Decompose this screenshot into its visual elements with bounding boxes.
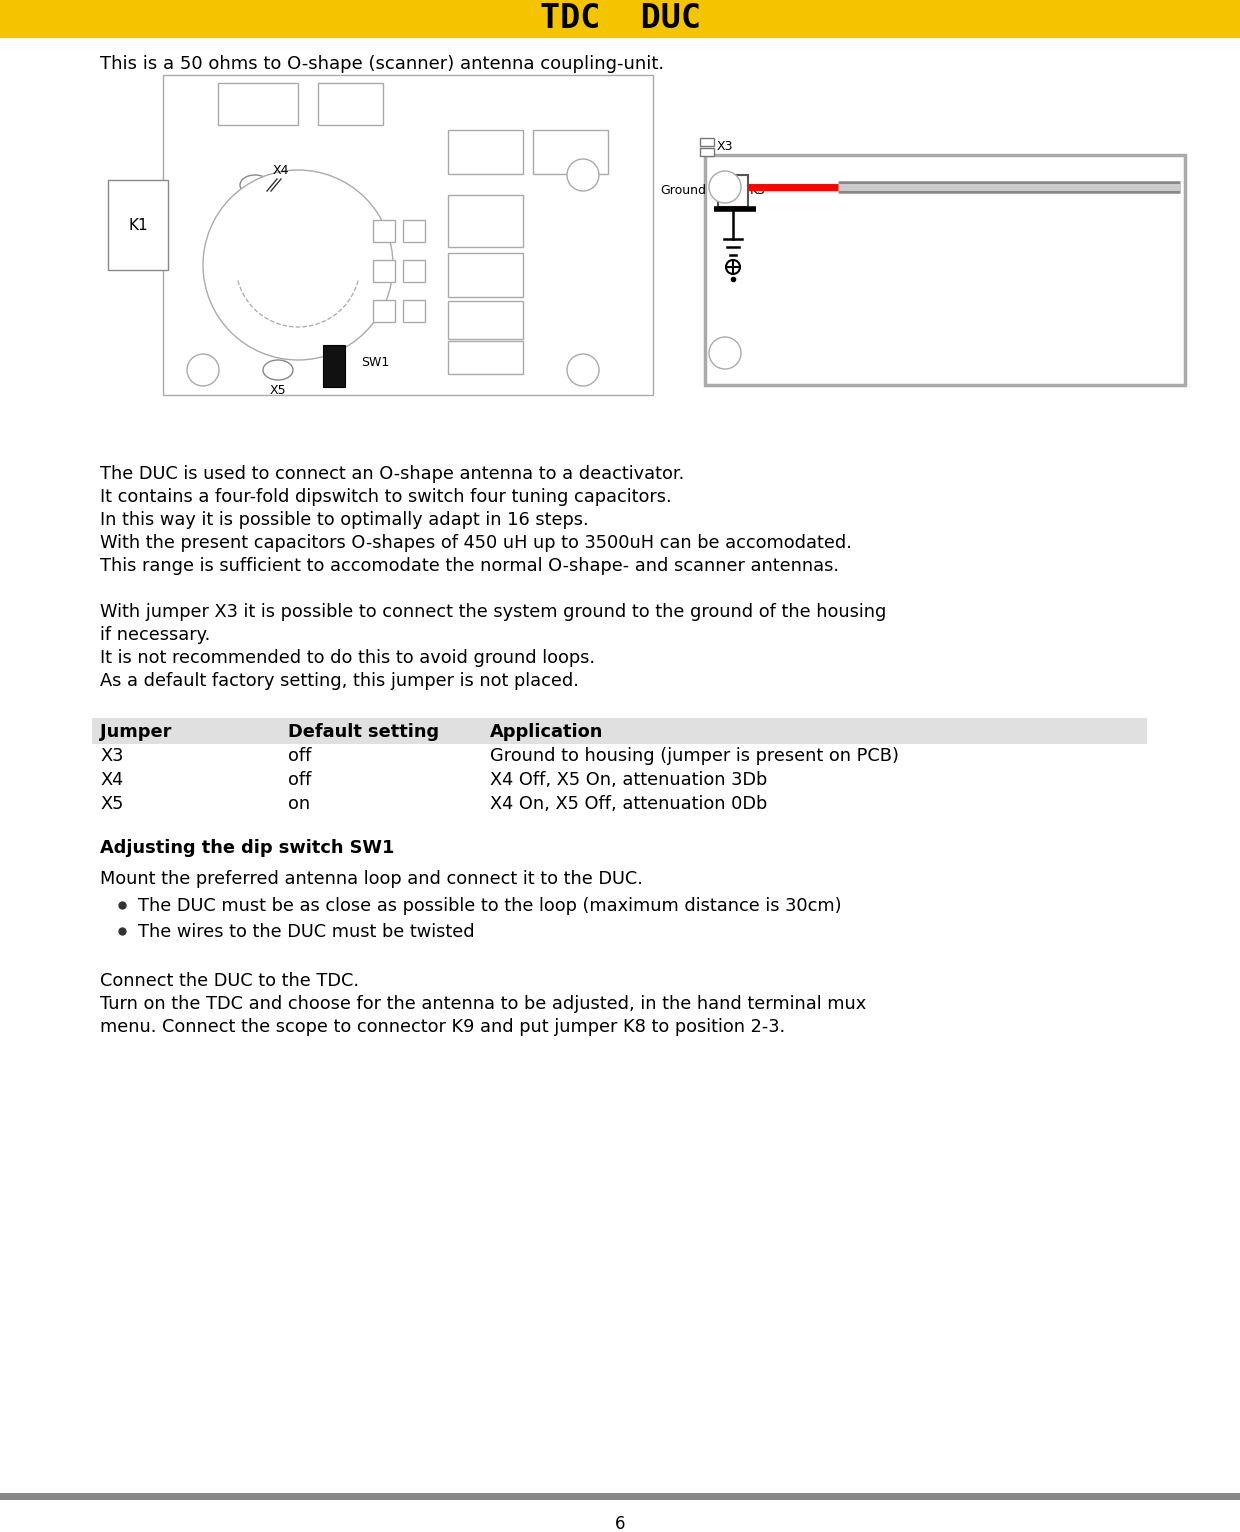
Bar — [448, 342, 523, 374]
Text: Ground to housing (jumper is present on PCB): Ground to housing (jumper is present on … — [490, 748, 899, 764]
Text: Default setting: Default setting — [288, 723, 439, 741]
Bar — [92, 719, 1147, 745]
Bar — [706, 155, 1185, 385]
Ellipse shape — [241, 175, 270, 195]
Bar — [403, 260, 425, 282]
Text: Jumper: Jumper — [100, 723, 171, 741]
Text: X3: X3 — [717, 139, 734, 153]
Text: It contains a four-fold dipswitch to switch four tuning capacitors.: It contains a four-fold dipswitch to swi… — [100, 489, 672, 506]
Text: Adjusting the dip switch SW1: Adjusting the dip switch SW1 — [100, 840, 394, 856]
Text: With jumper X3 it is possible to connect the system ground to the ground of the : With jumper X3 it is possible to connect… — [100, 604, 887, 620]
Bar — [448, 130, 523, 175]
Text: Turn on the TDC and choose for the antenna to be adjusted, in the hand terminal : Turn on the TDC and choose for the anten… — [100, 994, 867, 1013]
Bar — [317, 83, 383, 126]
Text: K3: K3 — [750, 184, 766, 198]
Text: menu. Connect the scope to connector K9 and put jumper K8 to position 2-3.: menu. Connect the scope to connector K9 … — [100, 1017, 785, 1036]
Text: X4: X4 — [273, 164, 289, 178]
Text: X4: X4 — [100, 771, 123, 789]
Text: K1: K1 — [128, 218, 148, 233]
Circle shape — [187, 354, 219, 386]
Text: TDC  DUC: TDC DUC — [539, 3, 701, 35]
Bar — [403, 300, 425, 322]
Text: X4 On, X5 Off, attenuation 0Db: X4 On, X5 Off, attenuation 0Db — [490, 795, 768, 813]
Circle shape — [709, 337, 742, 369]
Bar — [448, 253, 523, 297]
Text: SW1: SW1 — [361, 357, 389, 369]
Text: on: on — [288, 795, 310, 813]
Text: The DUC must be as close as possible to the loop (maximum distance is 30cm): The DUC must be as close as possible to … — [138, 898, 842, 915]
Text: Connect the DUC to the TDC.: Connect the DUC to the TDC. — [100, 971, 360, 990]
Text: The DUC is used to connect an O-shape antenna to a deactivator.: The DUC is used to connect an O-shape an… — [100, 466, 684, 483]
Text: As a default factory setting, this jumper is not placed.: As a default factory setting, this jumpe… — [100, 673, 579, 689]
Text: X5: X5 — [269, 383, 286, 397]
Text: 6: 6 — [615, 1515, 625, 1532]
Text: This range is sufficient to accomodate the normal O-shape- and scanner antennas.: This range is sufficient to accomodate t… — [100, 558, 839, 574]
Circle shape — [567, 354, 599, 386]
Bar — [373, 221, 396, 242]
Bar — [162, 75, 653, 395]
Text: X3: X3 — [100, 748, 123, 764]
Text: X4 Off, X5 On, attenuation 3Db: X4 Off, X5 On, attenuation 3Db — [490, 771, 768, 789]
Text: Mount the preferred antenna loop and connect it to the DUC.: Mount the preferred antenna loop and con… — [100, 870, 642, 889]
Text: if necessary.: if necessary. — [100, 627, 211, 643]
Bar — [0, 0, 1240, 38]
Circle shape — [725, 260, 740, 274]
Text: Ground: Ground — [660, 184, 706, 198]
Text: With the present capacitors O-shapes of 450 uH up to 3500uH can be accomodated.: With the present capacitors O-shapes of … — [100, 535, 852, 552]
Circle shape — [203, 170, 393, 360]
Bar — [701, 138, 714, 146]
Bar — [448, 195, 523, 247]
Bar — [322, 345, 345, 388]
Bar — [0, 1494, 1240, 1500]
Bar — [373, 300, 396, 322]
Text: off: off — [288, 771, 311, 789]
Bar — [533, 130, 608, 175]
Bar — [218, 83, 298, 126]
Text: The wires to the DUC must be twisted: The wires to the DUC must be twisted — [138, 922, 475, 941]
Text: This is a 50 ohms to O-shape (scanner) antenna coupling-unit.: This is a 50 ohms to O-shape (scanner) a… — [100, 55, 665, 74]
Bar — [403, 221, 425, 242]
Circle shape — [709, 172, 742, 204]
Bar — [718, 175, 748, 207]
Text: Application: Application — [490, 723, 604, 741]
Bar — [373, 260, 396, 282]
Ellipse shape — [263, 360, 293, 380]
Text: off: off — [288, 748, 311, 764]
Bar — [701, 149, 714, 156]
Text: It is not recommended to do this to avoid ground loops.: It is not recommended to do this to avoi… — [100, 650, 595, 666]
Bar — [108, 179, 167, 270]
Bar — [448, 300, 523, 339]
Text: In this way it is possible to optimally adapt in 16 steps.: In this way it is possible to optimally … — [100, 512, 589, 529]
Text: X5: X5 — [100, 795, 123, 813]
Circle shape — [567, 159, 599, 192]
